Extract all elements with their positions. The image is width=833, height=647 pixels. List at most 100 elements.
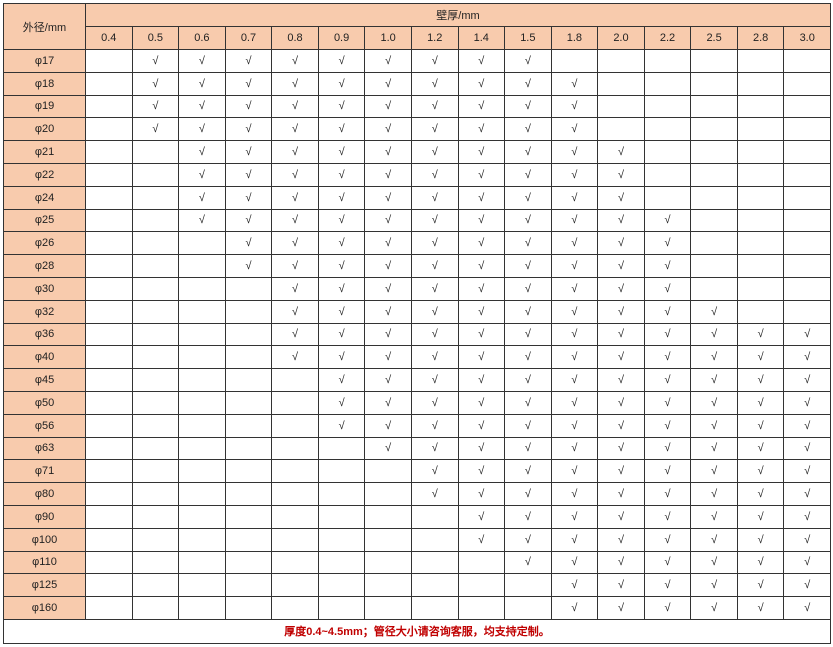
available-check-cell: √ [550, 185, 599, 210]
thickness-column-header: 2.2 [643, 26, 692, 50]
available-check-cell: √ [736, 573, 785, 598]
available-check-cell: √ [457, 436, 506, 461]
available-check-cell: √ [690, 436, 738, 461]
table-row: φ50 √ √ √ √ √ √ √ √ √ √ √ [3, 390, 831, 415]
available-check-cell: √ [410, 231, 459, 256]
empty-cell [410, 596, 459, 620]
empty-cell [178, 573, 226, 598]
empty-cell [271, 482, 319, 506]
empty-cell [271, 573, 319, 598]
table-row: φ110 √ √ √ √ √ √ √ [3, 550, 831, 575]
available-check-cell: √ [550, 345, 599, 370]
available-check-cell: √ [550, 117, 599, 142]
available-check-cell: √ [224, 208, 273, 233]
empty-cell [131, 550, 180, 575]
available-check-cell: √ [271, 140, 319, 164]
available-check-cell: √ [410, 345, 459, 370]
diameter-label: φ125 [3, 573, 86, 598]
empty-cell [690, 71, 738, 96]
empty-cell [364, 596, 412, 620]
empty-cell [690, 117, 738, 142]
empty-cell [271, 550, 319, 575]
available-check-cell: √ [504, 413, 552, 438]
available-check-cell: √ [736, 596, 785, 620]
empty-cell [271, 527, 319, 552]
empty-cell [178, 482, 226, 506]
table-row: φ80 √ √ √ √ √ √ √ √ √ [3, 482, 831, 506]
available-check-cell: √ [783, 527, 831, 552]
available-check-cell: √ [457, 482, 506, 506]
empty-cell [457, 596, 506, 620]
empty-cell [317, 550, 366, 575]
available-check-cell: √ [690, 345, 738, 370]
available-check-cell: √ [457, 71, 506, 96]
available-check-cell: √ [504, 208, 552, 233]
available-check-cell: √ [317, 276, 366, 301]
available-check-cell: √ [690, 322, 738, 347]
available-check-cell: √ [550, 208, 599, 233]
available-check-cell: √ [643, 254, 692, 278]
available-check-cell: √ [643, 527, 692, 552]
available-check-cell: √ [736, 413, 785, 438]
empty-cell [85, 49, 133, 73]
available-check-cell: √ [410, 413, 459, 438]
available-check-cell: √ [457, 368, 506, 392]
table-row: φ32 √ √ √ √ √ √ √ √ √ √ [3, 299, 831, 324]
available-check-cell: √ [597, 322, 645, 347]
available-check-cell: √ [504, 71, 552, 96]
empty-cell [178, 550, 226, 575]
empty-cell [131, 208, 180, 233]
available-check-cell: √ [736, 390, 785, 415]
available-check-cell: √ [597, 482, 645, 506]
table-row: φ40 √ √ √ √ √ √ √ √ √ √ √ √ [3, 345, 831, 370]
available-check-cell: √ [410, 49, 459, 73]
available-check-cell: √ [410, 71, 459, 96]
empty-cell [224, 482, 273, 506]
empty-cell [131, 527, 180, 552]
available-check-cell: √ [643, 231, 692, 256]
empty-cell [85, 140, 133, 164]
available-check-cell: √ [364, 231, 412, 256]
empty-cell [783, 254, 831, 278]
empty-cell [736, 276, 785, 301]
available-check-cell: √ [317, 299, 366, 324]
available-check-cell: √ [504, 49, 552, 73]
available-check-cell: √ [317, 49, 366, 73]
available-check-cell: √ [550, 368, 599, 392]
empty-cell [364, 527, 412, 552]
available-check-cell: √ [410, 185, 459, 210]
available-check-cell: √ [457, 345, 506, 370]
empty-cell [783, 117, 831, 142]
empty-cell [736, 140, 785, 164]
available-check-cell: √ [271, 208, 319, 233]
available-check-cell: √ [550, 254, 599, 278]
empty-cell [783, 49, 831, 73]
thickness-column-header: 0.4 [85, 26, 133, 50]
empty-cell [317, 482, 366, 506]
available-check-cell: √ [550, 413, 599, 438]
diameter-label: φ71 [3, 459, 86, 484]
empty-cell [783, 299, 831, 324]
empty-cell [85, 390, 133, 415]
available-check-cell: √ [736, 436, 785, 461]
available-check-cell: √ [364, 322, 412, 347]
available-check-cell: √ [597, 185, 645, 210]
available-check-cell: √ [643, 459, 692, 484]
empty-cell [85, 459, 133, 484]
available-check-cell: √ [410, 276, 459, 301]
available-check-cell: √ [550, 550, 599, 575]
available-check-cell: √ [643, 413, 692, 438]
diameter-label: φ19 [3, 94, 86, 119]
empty-cell [271, 504, 319, 529]
empty-cell [85, 550, 133, 575]
empty-cell [504, 573, 552, 598]
empty-cell [597, 117, 645, 142]
available-check-cell: √ [504, 299, 552, 324]
diameter-label: φ36 [3, 322, 86, 347]
available-check-cell: √ [550, 459, 599, 484]
empty-cell [690, 140, 738, 164]
diameter-label: φ56 [3, 413, 86, 438]
thickness-column-header: 0.5 [131, 26, 180, 50]
available-check-cell: √ [643, 550, 692, 575]
empty-cell [131, 162, 180, 187]
